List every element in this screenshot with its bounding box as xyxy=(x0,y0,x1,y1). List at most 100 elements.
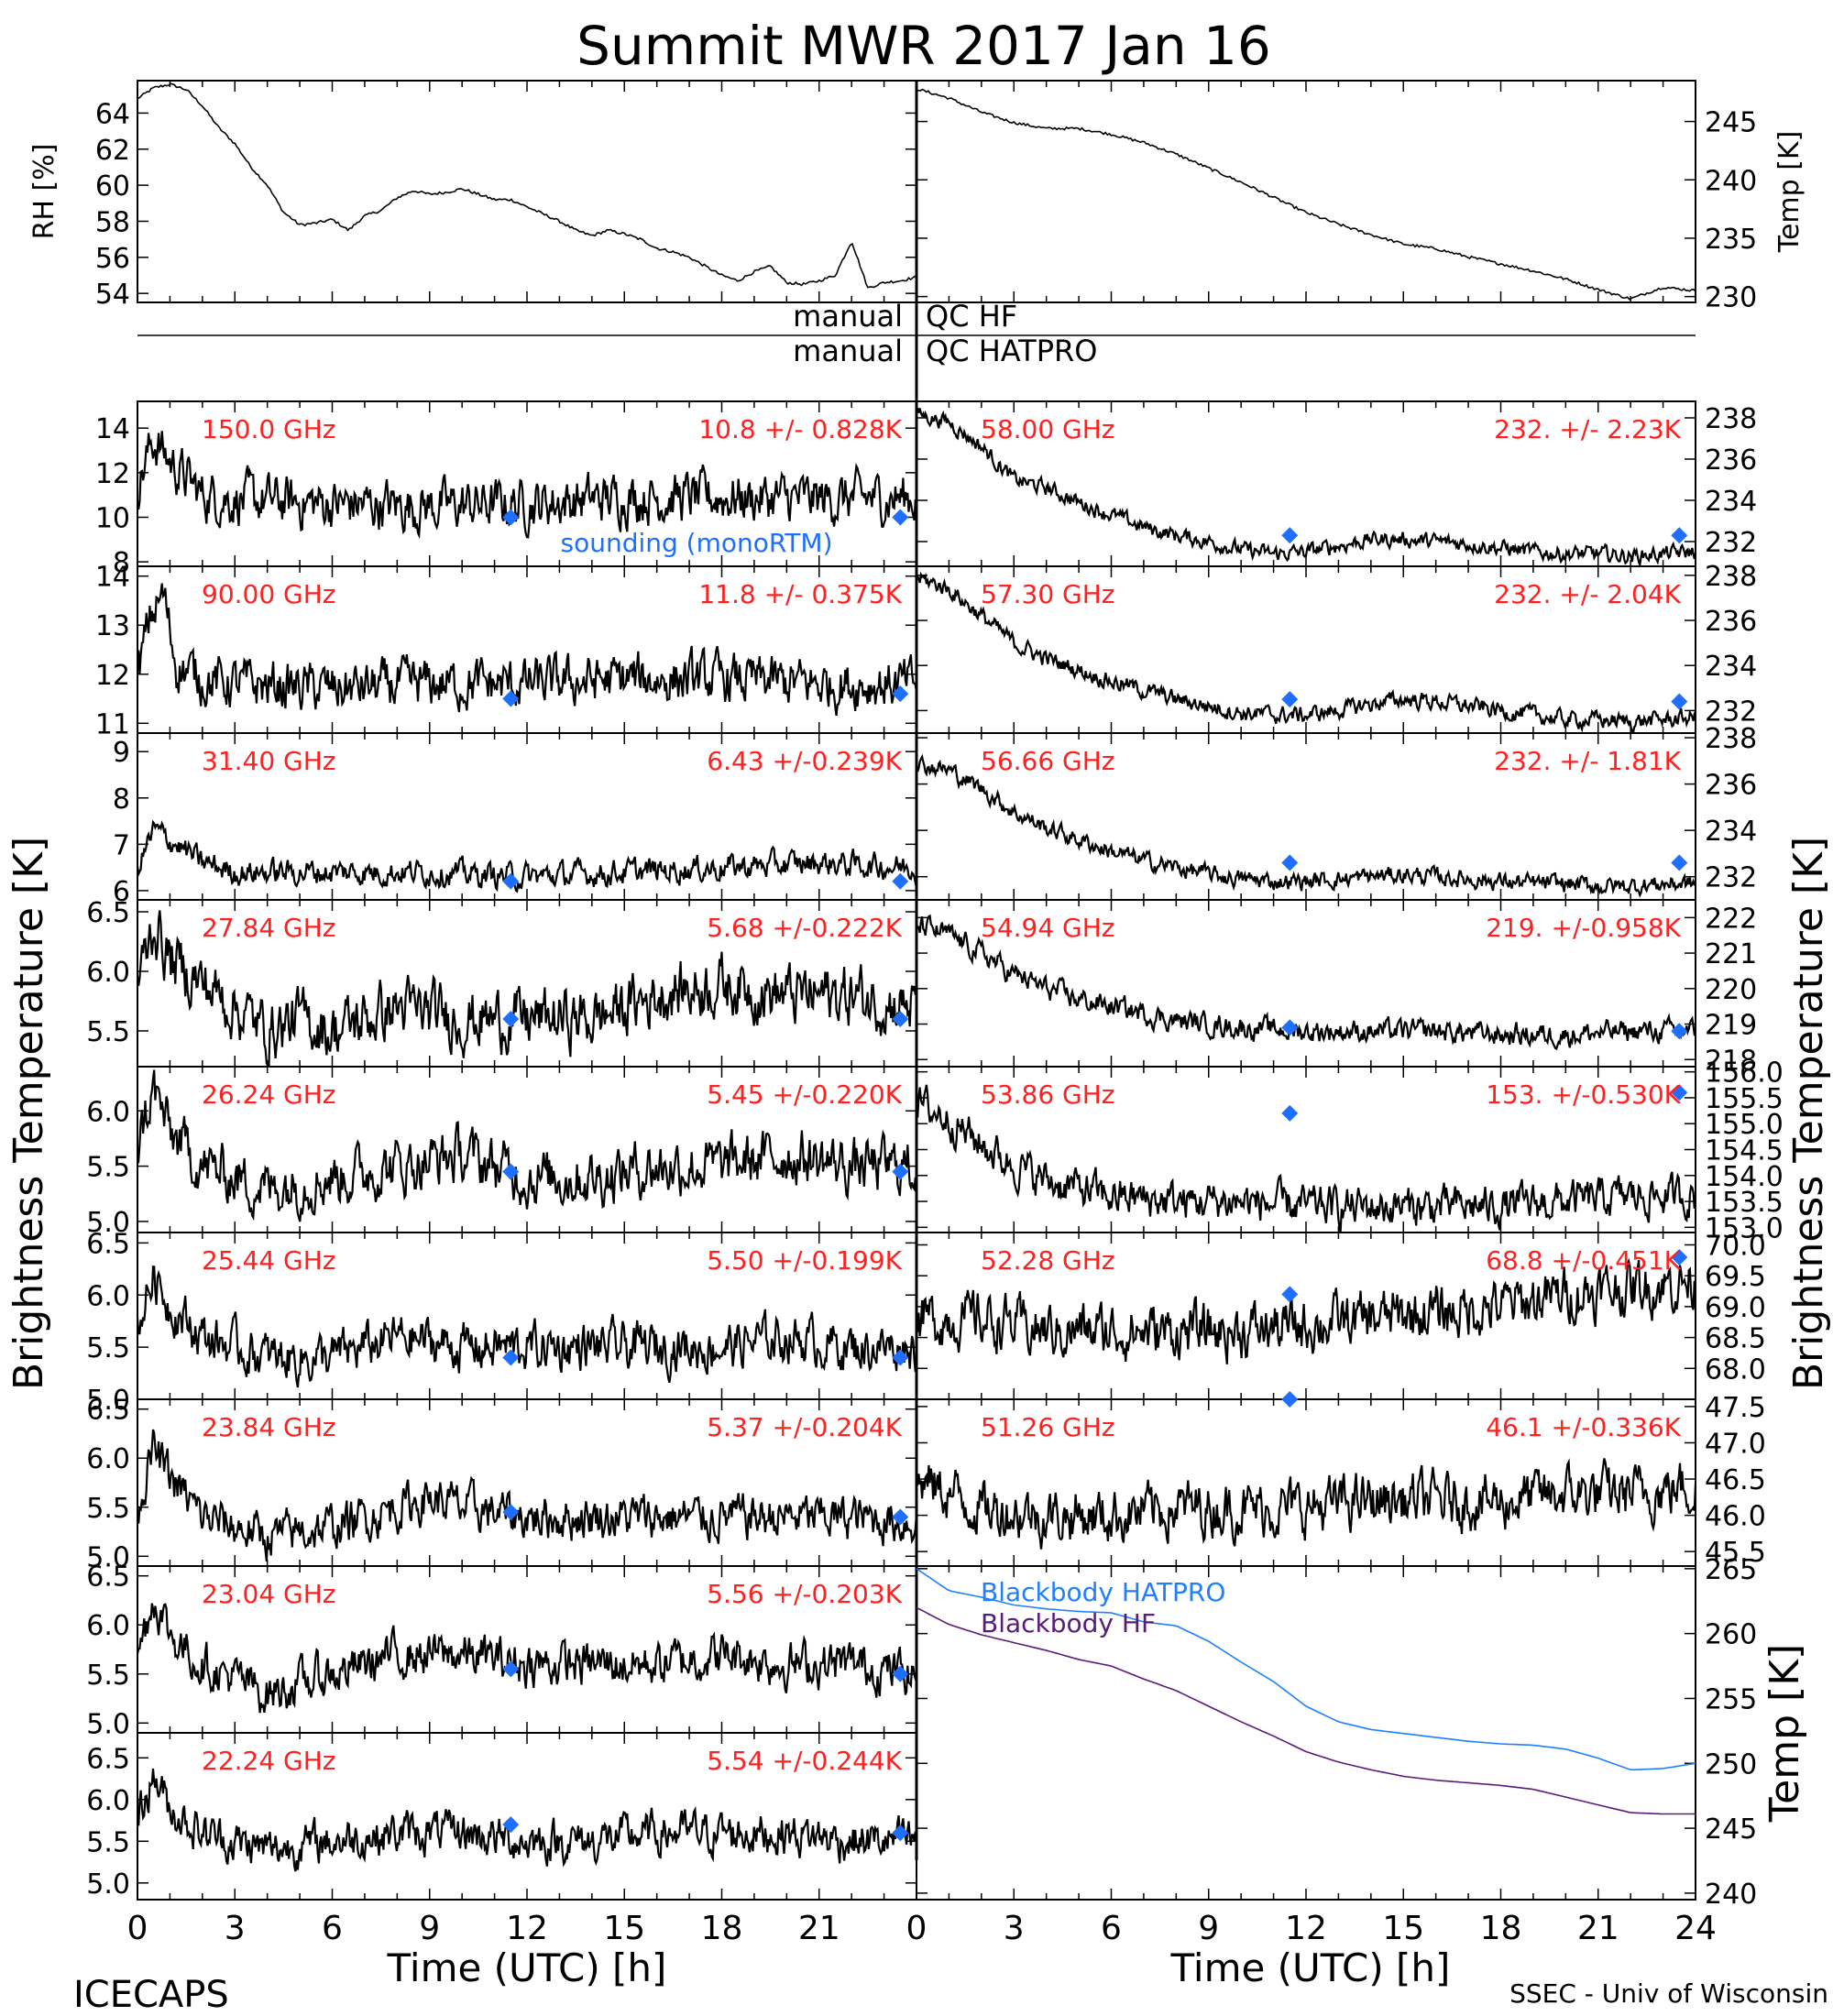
frequency-label: 26.24 GHz xyxy=(202,1079,336,1110)
panel-ch_23_84: 5.0 5.5 6.0 6.5 23.84 GHz 5.37 +/-0.204K xyxy=(86,1395,917,1573)
series-trace xyxy=(137,1429,916,1562)
panel-data xyxy=(916,571,1696,733)
panel-data xyxy=(916,1084,1696,1233)
sounding-marker xyxy=(1281,527,1299,544)
left-x-label: Time (UTC) [h] xyxy=(387,1945,667,1990)
right-x-label: Time (UTC) [h] xyxy=(1170,1945,1451,1990)
y-tick-label: 5.0 xyxy=(86,1708,130,1740)
y-tick-label: 221 xyxy=(1705,938,1757,970)
y-tick-label: 8 xyxy=(113,783,130,816)
y-tick-label: 240 xyxy=(1705,165,1757,197)
legend-hatpro: Blackbody HATPRO xyxy=(981,1577,1225,1607)
x-tick-label: 21 xyxy=(1577,1910,1619,1947)
frequency-label: 57.30 GHz xyxy=(981,579,1115,609)
stats-label: 219. +/-0.958K xyxy=(1486,913,1681,943)
stats-label: 10.8 +/- 0.828K xyxy=(698,414,902,444)
x-tick-label: 18 xyxy=(701,1910,743,1947)
sounding-marker xyxy=(892,1508,909,1526)
panel-ch_31_4: 6 7 8 9 31.40 GHz 6.43 +/-0.239K xyxy=(113,732,917,908)
y-tick-label: 153.0 xyxy=(1705,1212,1784,1244)
sounding-note: sounding (monoRTM) xyxy=(561,528,833,558)
x-tick-label: 12 xyxy=(1285,1910,1327,1947)
panel-frame xyxy=(137,80,917,303)
y-tick-label: 58 xyxy=(95,206,130,238)
panel-data xyxy=(916,88,1696,301)
qc-hf-right: QC HF xyxy=(926,299,1017,334)
panel-data xyxy=(916,1568,1696,1815)
y-tick-label: 8 xyxy=(113,547,130,579)
panel-ch_26_24: 5.0 5.5 6.0 26.24 GHz 5.45 +/-0.220K xyxy=(86,1066,917,1239)
stats-label: 46.1 +/-0.336K xyxy=(1486,1412,1681,1442)
y-tick-label: 47.0 xyxy=(1705,1428,1766,1460)
sounding-marker xyxy=(1671,693,1688,710)
y-tick-label: 6.5 xyxy=(86,1395,130,1427)
series-trace xyxy=(916,407,1696,566)
axis-y-label: Temp [K] xyxy=(1773,131,1806,254)
y-tick-label: 154.5 xyxy=(1705,1135,1784,1167)
y-tick-label: 12 xyxy=(95,458,130,490)
x-tick-label: 24 xyxy=(1674,1910,1717,1947)
y-tick-label: 219 xyxy=(1705,1010,1757,1042)
sounding-marker xyxy=(502,872,520,890)
series-trace xyxy=(137,1069,916,1222)
y-tick-label: 235 xyxy=(1705,224,1757,256)
x-tick-label: 12 xyxy=(506,1910,548,1947)
y-tick-label: 154.0 xyxy=(1705,1161,1784,1193)
left-y-label: Brightness Temperature [K] xyxy=(5,837,52,1390)
panel-data xyxy=(137,583,916,717)
figure-title: Summit MWR 2017 Jan 16 xyxy=(576,15,1271,77)
sounding-marker xyxy=(502,1011,520,1027)
y-tick-label: 5.5 xyxy=(86,1332,130,1364)
series-line xyxy=(137,82,916,289)
panel-data xyxy=(137,82,916,289)
y-tick-label: 6.0 xyxy=(86,1785,130,1817)
y-tick-label: 238 xyxy=(1705,723,1757,755)
panel-ch_150: 8 10 12 14 150.0 GHz 10.8 +/- 0.828K sounding … xyxy=(95,400,917,579)
y-tick-label: 68.0 xyxy=(1705,1353,1766,1386)
y-tick-label: 234 xyxy=(1705,651,1757,683)
series-trace xyxy=(137,583,916,717)
sounding-marker xyxy=(502,1504,520,1521)
y-tick-label: 230 xyxy=(1705,282,1757,314)
y-tick-label: 155.5 xyxy=(1705,1083,1784,1115)
x-tick-label: 3 xyxy=(225,1910,246,1947)
y-tick-label: 47.5 xyxy=(1705,1392,1766,1424)
sounding-marker xyxy=(502,509,520,526)
y-tick-label: 46.0 xyxy=(1705,1501,1766,1533)
qc-hatpro-right: QC HATPRO xyxy=(926,334,1097,368)
legend-hf: Blackbody HF xyxy=(981,1608,1156,1638)
sounding-marker xyxy=(502,1349,520,1366)
y-tick-label: 6.0 xyxy=(86,957,130,989)
panel-ch_57_3: 232 234 236 238 57.30 GHz 232. +/- 2.04K xyxy=(916,561,1757,734)
stats-label: 5.50 +/-0.199K xyxy=(707,1245,902,1276)
y-tick-label: 12 xyxy=(95,660,130,692)
stats-label: 5.54 +/-0.244K xyxy=(707,1746,902,1776)
sounding-marker xyxy=(1281,1019,1299,1036)
series-trace xyxy=(916,1458,1696,1550)
stats-label: 6.43 +/-0.239K xyxy=(707,746,902,776)
y-tick-label: 220 xyxy=(1705,974,1757,1006)
panel-data xyxy=(916,407,1696,566)
sounding-marker xyxy=(892,1011,909,1027)
frequency-label: 56.66 GHz xyxy=(981,746,1115,776)
y-tick-label: 222 xyxy=(1705,903,1757,935)
y-tick-label: 250 xyxy=(1705,1748,1757,1780)
series-trace xyxy=(137,1603,916,1714)
y-tick-label: 236 xyxy=(1705,770,1757,802)
y-tick-label: 64 xyxy=(95,98,130,130)
y-tick-label: 236 xyxy=(1705,606,1757,638)
y-tick-label: 54 xyxy=(95,279,130,311)
panel-ch_88: 232 234 236 238 58.00 GHz 232. +/- 2.23K xyxy=(916,400,1757,567)
sounding-marker xyxy=(1671,1084,1688,1101)
x-tick-label: 21 xyxy=(798,1910,840,1947)
sounding-marker xyxy=(502,1660,520,1678)
stats-label: 5.37 +/-0.204K xyxy=(707,1412,902,1442)
panel-data xyxy=(137,819,916,893)
stats-label: 5.68 +/-0.222K xyxy=(707,913,902,943)
stats-label: 5.45 +/-0.220K xyxy=(707,1079,902,1110)
x-tick-label: 15 xyxy=(603,1910,645,1947)
